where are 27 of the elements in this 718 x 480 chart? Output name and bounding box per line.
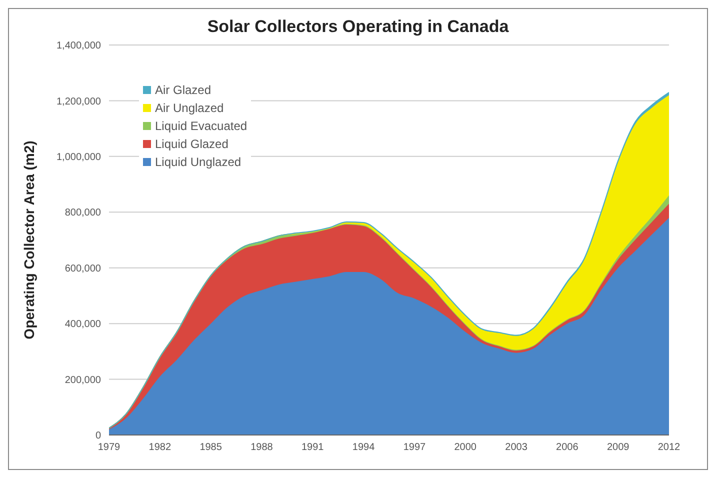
x-tick-label: 1985 (200, 442, 222, 454)
x-tick-label: 2006 (556, 442, 579, 454)
legend-label: Liquid Evacuated (155, 119, 248, 133)
chart-title: Solar Collectors Operating in Canada (206, 17, 510, 37)
x-tick-label: 2000 (454, 442, 477, 454)
legend-label: Air Glazed (155, 83, 212, 97)
x-tick-label: 1982 (148, 442, 172, 454)
legend-label: Air Unglazed (155, 101, 224, 115)
y-tick-label: 1,200,000 (56, 96, 102, 108)
x-tick-label: 1988 (250, 442, 274, 454)
x-tick-label: 1991 (302, 442, 324, 454)
x-tick-label: 2003 (505, 442, 528, 454)
x-tick-label: 1979 (98, 442, 121, 454)
x-tick-label: 2012 (658, 442, 681, 454)
x-tick-label: 1997 (403, 442, 426, 454)
y-tick-label: 800,000 (64, 208, 102, 219)
y-tick-label: 400,000 (64, 319, 102, 330)
x-tick-label: 1994 (352, 442, 376, 454)
legend-label: Liquid Unglazed (155, 155, 242, 169)
y-tick-label: 1,400,000 (56, 40, 102, 52)
legend-label: Liquid Glazed (155, 137, 228, 151)
y-tick-label: 200,000 (64, 374, 102, 386)
y-tick-label: 1,000,000 (56, 152, 102, 163)
y-axis-title: Operating Collector Area (m2) (20, 140, 37, 340)
y-tick-label: 600,000 (64, 263, 102, 274)
x-tick-label: 2009 (606, 442, 630, 454)
y-tick-label: 0 (95, 430, 102, 442)
